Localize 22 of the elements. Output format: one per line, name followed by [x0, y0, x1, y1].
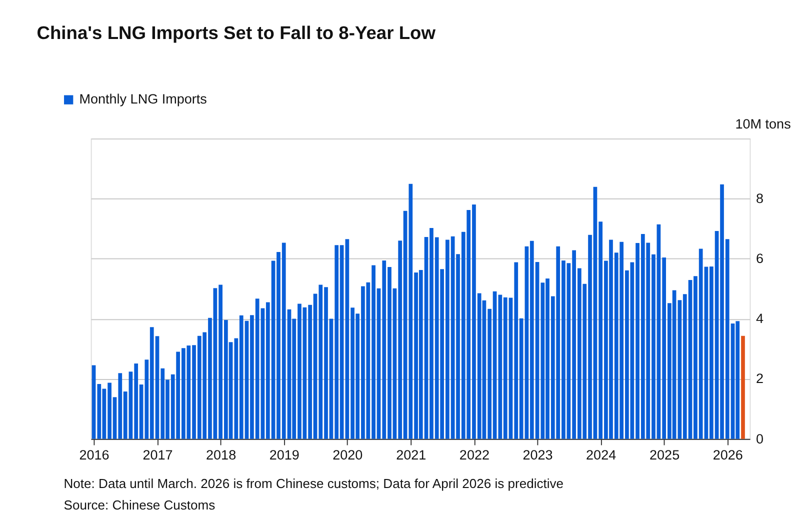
source-note: Source: Chinese Customs	[64, 497, 216, 512]
x-tick-label: 2020	[332, 448, 363, 463]
y-tick-label: 4	[756, 311, 764, 326]
x-tick-label: 2019	[269, 448, 300, 463]
x-tick-label: 2026	[712, 448, 743, 463]
x-tick-label: 2024	[586, 448, 617, 463]
y-axis-title: 10M tons	[735, 116, 792, 132]
chart-title: China's LNG Imports Set to Fall to 8-Year Low	[36, 22, 436, 43]
x-tick-label: 2023	[522, 448, 553, 463]
y-tick-label: 8	[756, 190, 764, 206]
y-tick-label: 2	[756, 371, 764, 386]
x-tick-label: 2025	[650, 448, 680, 463]
x-tick-label: 2018	[206, 448, 236, 463]
x-tick-label: 2022	[459, 448, 490, 463]
legend-label: Monthly LNG Imports	[79, 92, 208, 107]
bar	[741, 336, 745, 439]
x-tick-label: 2017	[142, 448, 173, 463]
text: Note: Data until March. 2026 is from Chinese customs; Data for April 2026 is predictive	[64, 476, 564, 492]
x-tick-label: 2021	[396, 448, 426, 463]
y-tick-label: 6	[756, 250, 764, 266]
x-tick-label: 2016	[79, 448, 110, 463]
y-tick-label: 0	[756, 431, 764, 446]
